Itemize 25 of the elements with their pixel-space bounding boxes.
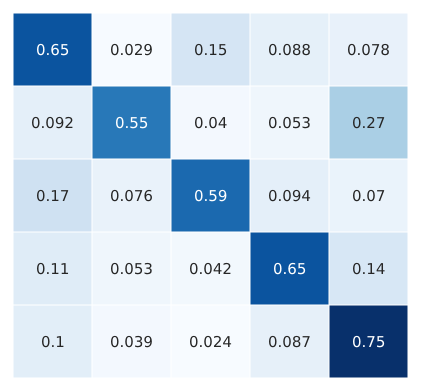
data-label: 0.65 xyxy=(36,41,70,59)
data-label: 0.088 xyxy=(268,41,311,59)
data-label: 0.029 xyxy=(110,41,153,59)
data-label: 0.75 xyxy=(352,333,386,351)
data-label: 0.55 xyxy=(115,114,148,132)
data-label: 0.094 xyxy=(268,187,311,205)
data-label: 0.04 xyxy=(194,114,228,132)
data-label: 0.1 xyxy=(41,333,65,351)
data-label: 0.078 xyxy=(347,41,390,59)
data-label: 0.15 xyxy=(194,41,228,59)
data-label: 0.27 xyxy=(352,114,386,132)
data-label: 0.17 xyxy=(36,187,70,205)
data-label: 0.59 xyxy=(194,187,228,205)
data-label: 0.042 xyxy=(189,260,232,278)
data-label: 0.65 xyxy=(273,260,306,278)
data-label: 0.053 xyxy=(268,114,311,132)
data-label: 0.087 xyxy=(268,333,311,351)
data-label: 0.024 xyxy=(189,333,232,351)
data-label: 0.14 xyxy=(352,260,386,278)
data-label: 0.039 xyxy=(110,333,153,351)
data-label: 0.076 xyxy=(110,187,153,205)
data-label: 0.07 xyxy=(352,187,386,205)
data-label: 0.053 xyxy=(110,260,153,278)
data-label: 0.092 xyxy=(31,114,74,132)
data-label: 0.11 xyxy=(36,260,70,278)
